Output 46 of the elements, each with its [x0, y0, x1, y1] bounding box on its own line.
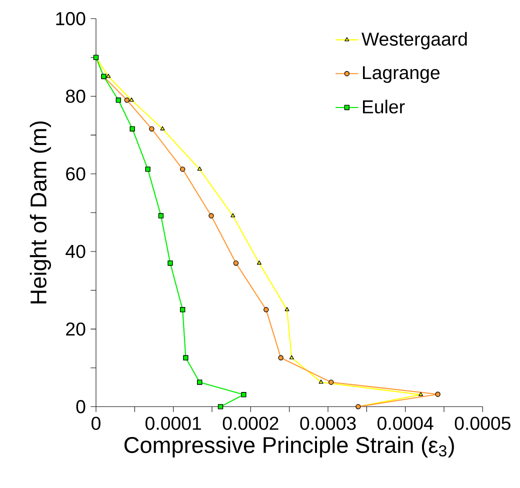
point: [180, 166, 186, 172]
y-tick-label: 20: [66, 322, 86, 336]
x-axis-title: Compressive Principle Strain (ε$_{3}$): [124, 436, 454, 458]
y-tick-label: 100: [56, 12, 86, 26]
point: [158, 213, 164, 218]
point: [116, 98, 122, 103]
point: [124, 98, 130, 103]
point: [208, 213, 214, 218]
point: [218, 404, 224, 410]
y-tick-label: 40: [66, 244, 86, 258]
point: [106, 74, 111, 78]
point: [418, 392, 424, 396]
point: [278, 355, 284, 360]
y-tick-label: 60: [66, 167, 86, 180]
point: [197, 166, 202, 171]
point: [328, 380, 334, 385]
y-axis-title: Height of Dam (m): [30, 122, 51, 304]
point: [130, 126, 135, 132]
point: [284, 307, 290, 312]
y-tick-label: 0: [76, 400, 86, 414]
point: [129, 98, 134, 102]
point: [197, 380, 202, 385]
point: [289, 355, 294, 360]
point: [256, 260, 262, 265]
point: [145, 166, 150, 172]
x-tick-label: 0.0004: [378, 416, 434, 430]
x-tick-label: 0.0003: [300, 416, 356, 430]
x-tick-label: 0.0005: [454, 416, 510, 430]
point: [230, 213, 236, 218]
point: [435, 392, 440, 397]
point: [168, 260, 173, 266]
legend-label: Euler: [363, 100, 405, 114]
point: [233, 260, 239, 266]
y-tick-label: 80: [66, 90, 86, 103]
point: [160, 126, 165, 130]
point: [180, 307, 186, 312]
x-tick-label: 0.0001: [146, 416, 201, 430]
x-tick-label: 0.0002: [222, 416, 278, 430]
point: [318, 380, 324, 384]
legend-label: Westergaard: [362, 32, 467, 50]
point: [149, 126, 154, 132]
legend-label: Lagrange: [363, 66, 440, 83]
point: [264, 307, 269, 312]
point: [241, 392, 246, 398]
point: [183, 355, 188, 360]
x-tick-label: 0: [92, 416, 100, 430]
